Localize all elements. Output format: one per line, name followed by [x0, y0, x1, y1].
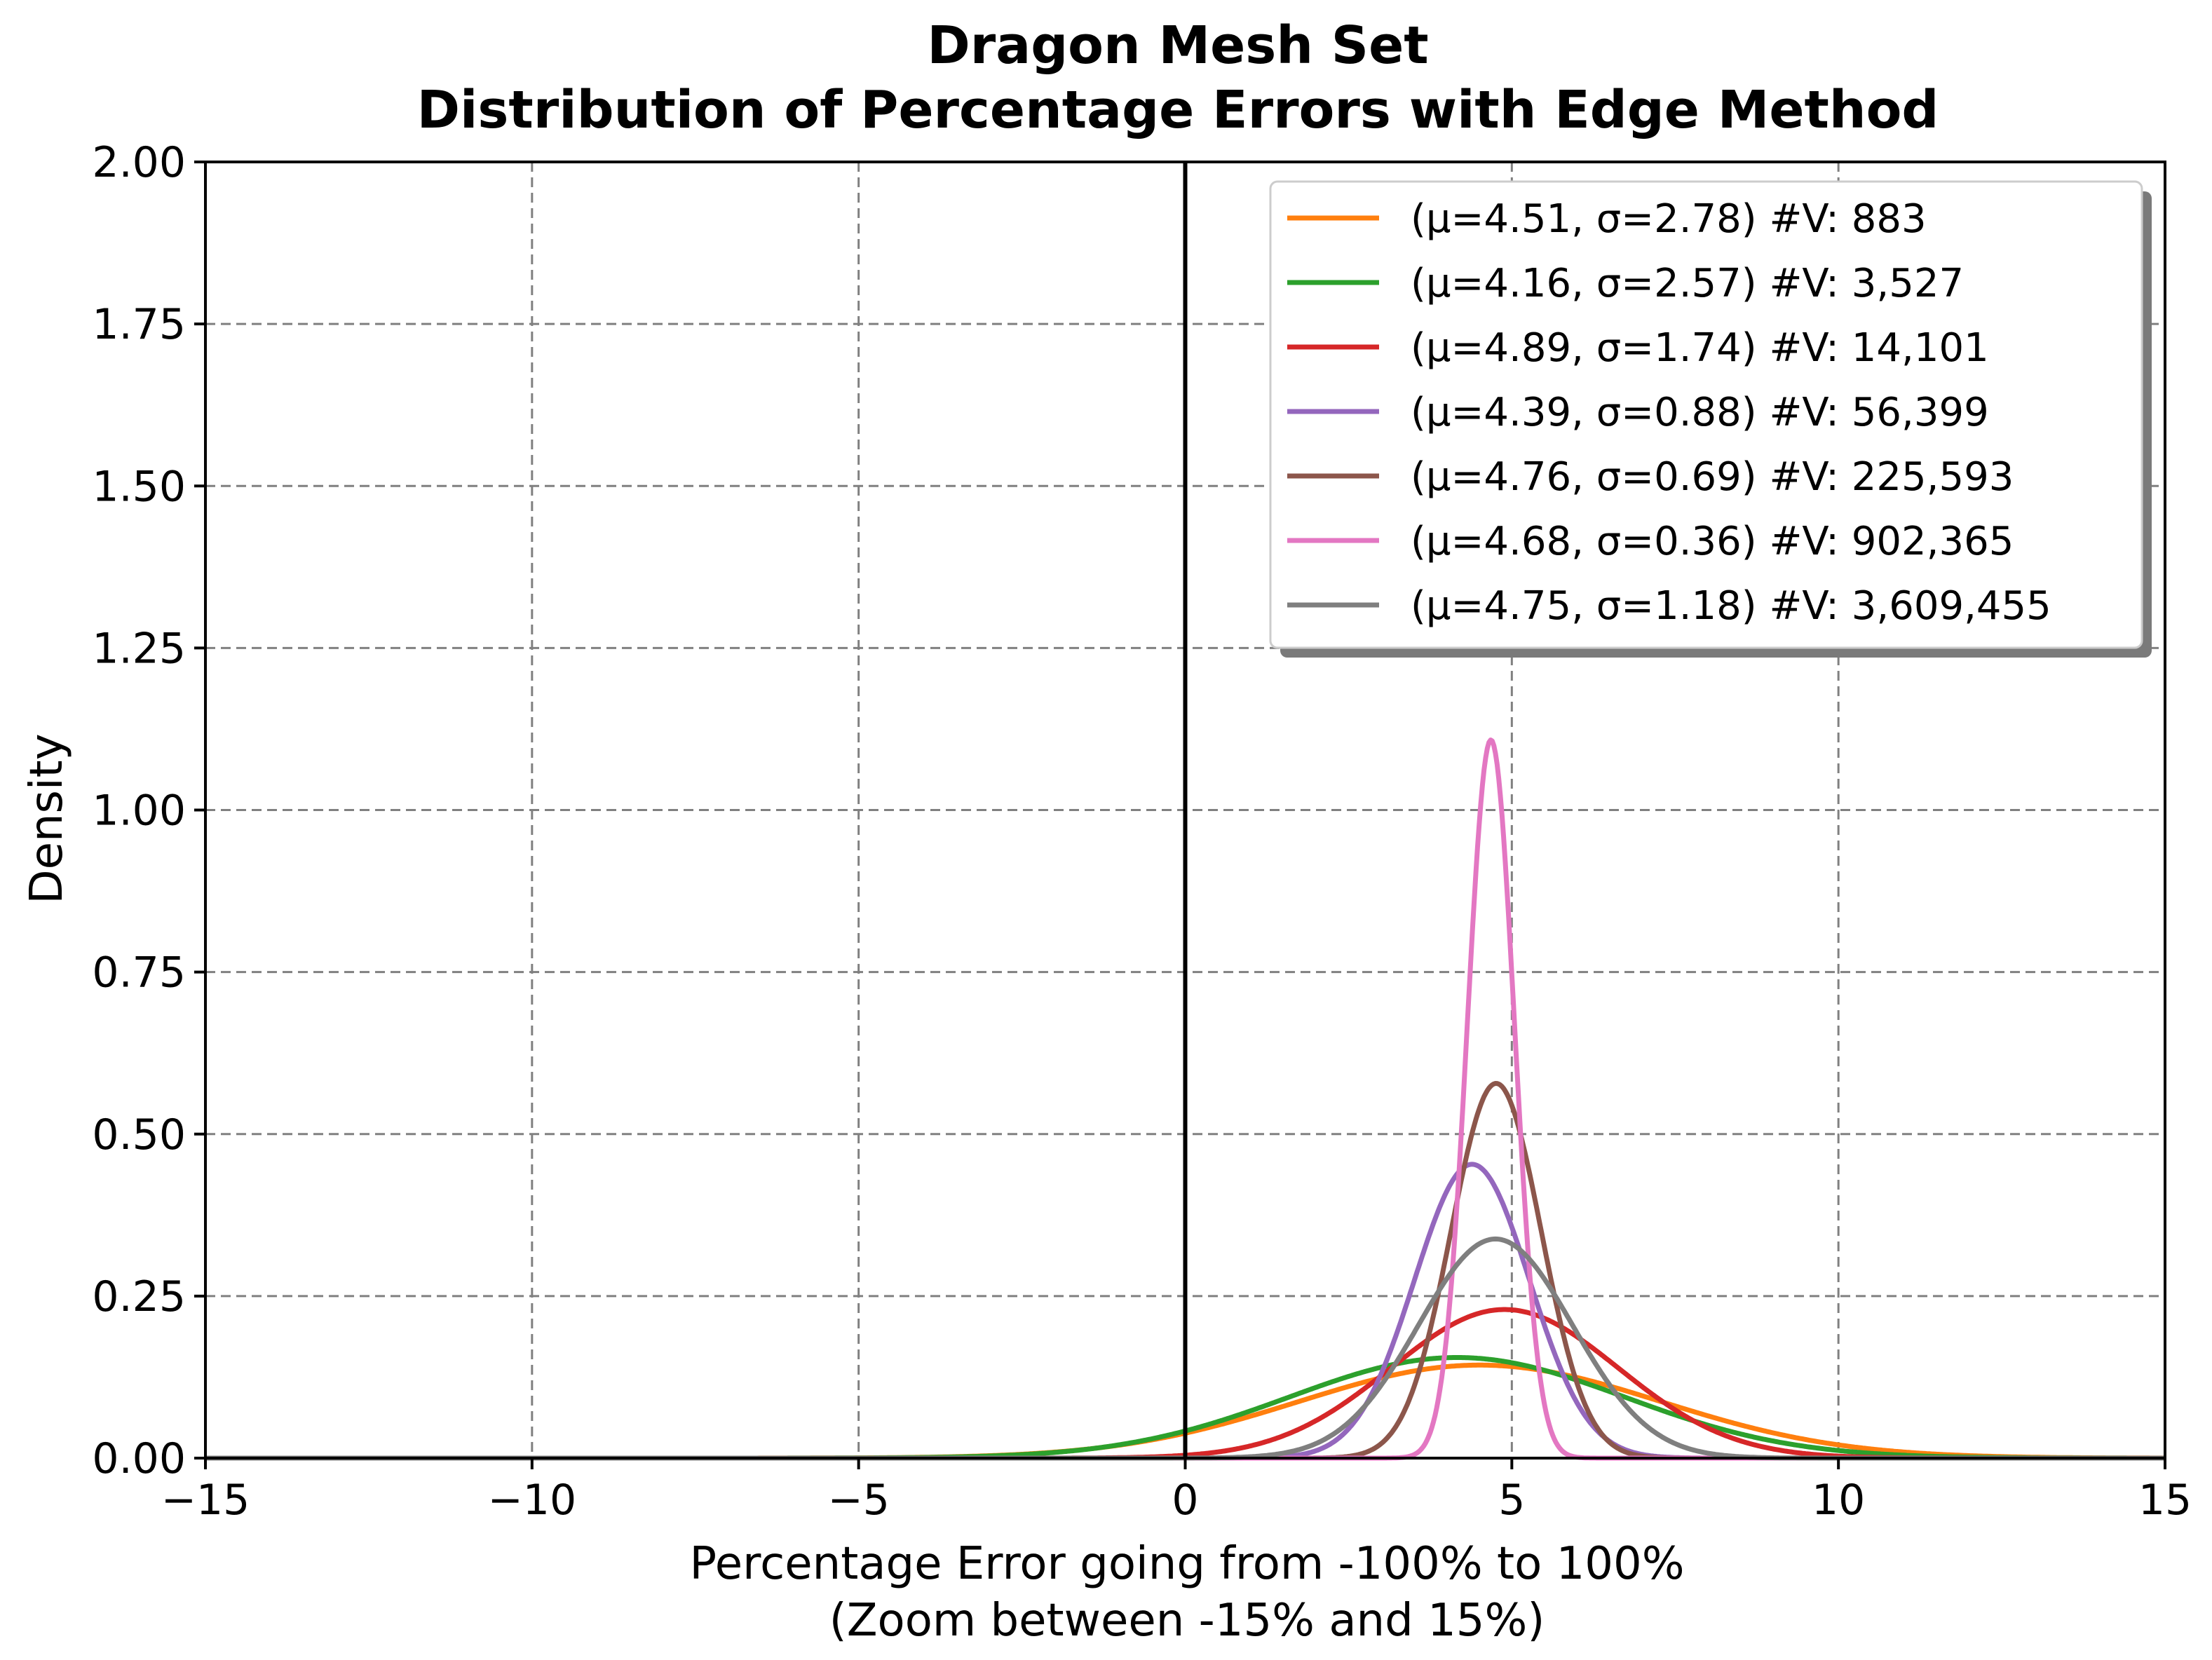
x-tick-label-5: 10: [1812, 1476, 1865, 1525]
legend-label-0: (μ=4.51, σ=2.78) #V: 883: [1411, 196, 1927, 242]
x-tick-label-4: 5: [1498, 1476, 1525, 1525]
y-axis-label: Density: [21, 733, 73, 904]
legend-label-1: (μ=4.16, σ=2.57) #V: 3,527: [1411, 261, 1964, 306]
legend-label-4: (μ=4.76, σ=0.69) #V: 225,593: [1411, 454, 2014, 500]
y-tick-label-7: 1.75: [92, 300, 186, 349]
x-axis-label-line-1: Percentage Error going from -100% to 100…: [689, 1538, 1684, 1590]
y-tick-label-1: 0.25: [92, 1272, 186, 1321]
chart-title-line-1: Dragon Mesh Set: [927, 15, 1428, 76]
y-tick-label-5: 1.25: [92, 624, 186, 673]
y-tick-label-3: 0.75: [92, 948, 186, 998]
x-tick-label-0: −15: [161, 1476, 250, 1525]
legend-box: [1269, 180, 2143, 649]
x-axis-label-line-2: (Zoom between -15% and 15%): [829, 1595, 1545, 1647]
legend-label-5: (μ=4.68, σ=0.36) #V: 902,365: [1411, 519, 2014, 564]
legend-label-2: (μ=4.89, σ=1.74) #V: 14,101: [1411, 325, 1989, 371]
y-tick-label-0: 0.00: [92, 1434, 186, 1483]
x-tick-label-6: 15: [2138, 1476, 2192, 1525]
y-tick-label-4: 1.00: [92, 787, 186, 836]
y-tick-label-8: 2.00: [92, 138, 186, 187]
x-tick-label-2: −5: [827, 1476, 889, 1525]
legend-label-3: (μ=4.39, σ=0.88) #V: 56,399: [1411, 390, 1989, 435]
x-tick-label-1: −10: [488, 1476, 577, 1525]
y-tick-label-2: 0.50: [92, 1110, 186, 1159]
chart-title-line-2: Distribution of Percentage Errors with E…: [417, 80, 1939, 140]
legend: (μ=4.51, σ=2.78) #V: 883 (μ=4.16, σ=2.57)…: [1269, 180, 2152, 658]
y-tick-label-6: 1.50: [92, 462, 186, 511]
legend-label-6: (μ=4.75, σ=1.18) #V: 3,609,455: [1411, 583, 2051, 629]
x-tick-label-3: 0: [1172, 1476, 1198, 1525]
axis-ticks: −15 −10 −5 0 5 10 15 0.00 0.25 0.50 0.75 1.00 1.25 1.…: [92, 138, 2192, 1525]
